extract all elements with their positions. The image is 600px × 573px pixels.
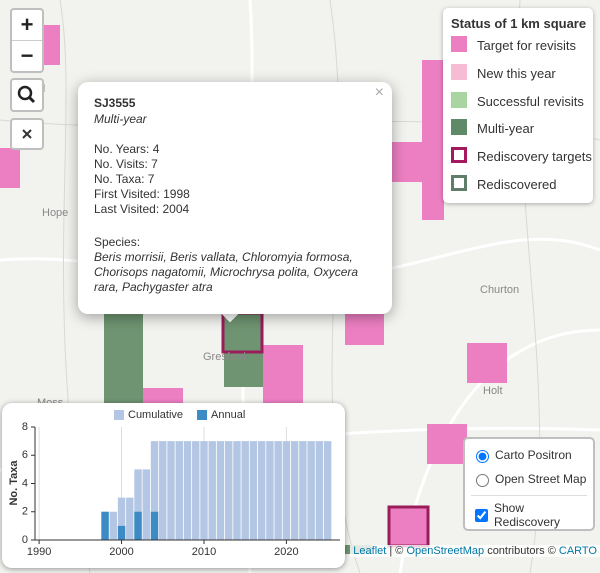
bar — [117, 497, 126, 540]
bar — [117, 525, 126, 540]
layer-control: Carto Positron Open Street Map Show Redi… — [463, 437, 595, 531]
popup-close[interactable]: × — [374, 84, 384, 101]
layer-label: Carto Positron — [495, 448, 572, 462]
fullscreen-button[interactable] — [10, 118, 44, 150]
map-label: Churton — [480, 284, 519, 296]
x-tick-label: 1990 — [27, 546, 51, 558]
legend-label: Cumulative — [128, 409, 183, 421]
popup-status: Multi-year — [94, 112, 147, 126]
x-tick-label: 2020 — [274, 546, 298, 558]
y-tick-label: 0 — [22, 534, 28, 546]
attribution: Leaflet | © OpenStreetMap contributors ©… — [350, 545, 600, 557]
bar — [257, 441, 266, 540]
y-axis-title: No. Taxa — [8, 460, 20, 506]
y-tick-label: 4 — [22, 477, 28, 489]
zoom-out[interactable]: − — [20, 43, 34, 68]
legend-label: Successful revisits — [477, 94, 584, 109]
popup-detail: No. Years: 4 — [94, 142, 160, 156]
species-list: Beris morrisii, Beris vallata, Chloromyi… — [94, 250, 359, 294]
popup-title: SJ3555 — [94, 96, 136, 110]
layer-option[interactable]: Open Street Map — [471, 471, 586, 487]
bar — [183, 441, 192, 540]
species-label: Species: — [94, 235, 141, 249]
x-tick-label: 2000 — [109, 546, 133, 558]
map-label: Hope — [42, 207, 68, 219]
popup-detail: No. Visits: 7 — [94, 157, 158, 171]
bar — [150, 511, 159, 540]
bar — [249, 441, 258, 540]
bar — [167, 441, 175, 540]
popup-detail: No. Taxa: 7 — [94, 172, 155, 186]
bar — [282, 441, 291, 540]
legend-swatch — [197, 410, 208, 420]
bar — [101, 511, 109, 540]
bar — [241, 441, 249, 540]
x-tick-label: 2010 — [192, 546, 216, 558]
attribution-link[interactable]: OpenStreetMap — [406, 545, 485, 557]
bar — [225, 441, 233, 540]
bar — [159, 441, 167, 540]
radio[interactable] — [476, 450, 489, 463]
bar — [134, 511, 142, 540]
bar — [299, 441, 307, 540]
popup-detail: First Visited: 1998 — [94, 187, 190, 201]
legend-label: Multi-year — [477, 121, 535, 136]
bar — [192, 441, 200, 540]
bar — [290, 441, 299, 540]
bar — [266, 441, 274, 540]
attribution-link[interactable]: Leaflet — [353, 545, 387, 557]
popup: × SJ3555 Multi-year No. Years: 4 No. Vis… — [78, 82, 392, 314]
legend-swatch — [114, 410, 124, 420]
bar — [323, 441, 332, 540]
radio[interactable] — [476, 474, 489, 487]
attribution-text: | © — [389, 545, 404, 557]
search-icon — [17, 85, 36, 104]
bar — [134, 469, 142, 540]
legend-title: Status of 1 km square — [451, 16, 587, 31]
y-tick-label: 8 — [22, 421, 28, 433]
target-squares — [0, 25, 507, 546]
fullscreen-icon — [22, 129, 32, 139]
checkbox[interactable] — [475, 508, 488, 522]
bar — [109, 511, 118, 540]
bar — [216, 441, 225, 540]
legend-label: Annual — [211, 409, 245, 421]
bar — [307, 441, 315, 540]
y-tick-label: 6 — [22, 449, 28, 461]
chart: No. Taxa 1990 2000 2010 2020 0 2 4 6 8 Cumulative… — [8, 409, 340, 558]
legend-label: New this year — [477, 66, 556, 81]
bar — [142, 469, 150, 540]
popup-detail: Last Visited: 2004 — [94, 202, 190, 216]
bar — [233, 441, 241, 540]
y-tick-label: 2 — [22, 506, 28, 518]
legend-label: Rediscovered — [477, 177, 557, 192]
bar — [150, 441, 159, 540]
bar — [126, 497, 134, 540]
bar — [200, 441, 208, 540]
map-label: Holt — [483, 385, 503, 397]
layer-label: Open Street Map — [495, 472, 587, 486]
search-button[interactable] — [10, 78, 44, 112]
attribution-text: contributors © — [487, 545, 556, 557]
zoom-in[interactable]: + — [12, 10, 42, 41]
chart-panel: No. Taxa 1990 2000 2010 2020 0 2 4 6 8 Cumulative… — [2, 403, 345, 568]
legend-label: Target for revisits — [477, 38, 576, 53]
bar — [315, 441, 324, 540]
zoom-control: + − — [10, 8, 44, 73]
legend: Status of 1 km square Target for revisit… — [443, 8, 593, 203]
overlay-option[interactable]: Show Rediscovery — [471, 501, 593, 529]
layer-option[interactable]: Carto Positron — [471, 447, 572, 463]
map-label: Gresford — [203, 351, 246, 363]
attribution-link[interactable]: CARTO — [558, 545, 597, 557]
overlay-label: Show Rediscovery — [494, 501, 561, 529]
bar — [274, 441, 282, 540]
bar — [175, 441, 183, 540]
bar — [208, 441, 216, 540]
legend-label: Rediscovery targets — [477, 149, 592, 164]
